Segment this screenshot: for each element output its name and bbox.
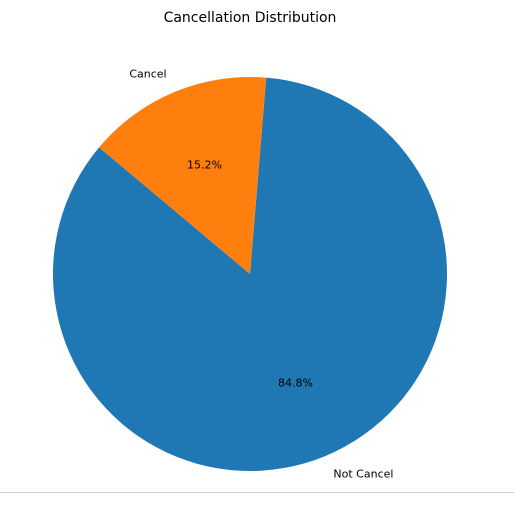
pie-pct-label: 84.8% [278,377,313,390]
pie-category-label: Cancel [129,68,166,81]
pie-labels: 84.8% Not Cancel 15.2% Cancel [129,68,393,481]
pie-pct-label: 15.2% [187,158,222,171]
pie-slice-cancel [99,77,267,274]
pie-slice-not-cancel [52,77,447,472]
pie-slices [52,77,447,472]
chart-title: Cancellation Distribution [164,10,337,26]
pie-category-label: Not Cancel [333,468,393,481]
bottom-divider [0,492,514,493]
